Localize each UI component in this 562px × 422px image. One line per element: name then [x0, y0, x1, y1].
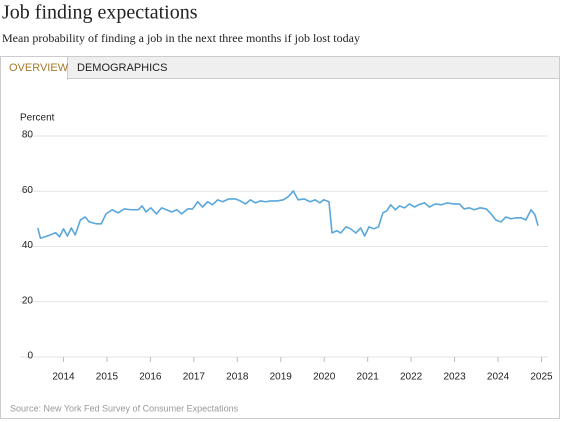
tab[interactable]: OVERVIEW — [9, 62, 69, 74]
x-tick-label: 2018 — [226, 372, 249, 383]
subtitle: Mean probability of finding a job in the… — [2, 31, 360, 45]
x-tick-label: 2019 — [270, 372, 293, 383]
x-tick-label: 2025 — [530, 372, 553, 383]
tab-join — [1, 78, 67, 80]
y-tick-label: 40 — [22, 240, 34, 251]
data-line — [37, 190, 539, 240]
tab[interactable]: DEMOGRAPHICS — [77, 62, 167, 74]
y-tick-label: 0 — [27, 351, 33, 362]
x-tick-label: 2016 — [139, 372, 162, 383]
y-tick-label: 20 — [22, 295, 34, 306]
title: Job finding expectations — [2, 2, 198, 24]
y-axis-label: Percent — [20, 113, 55, 124]
panel — [0, 56, 560, 419]
x-tick-label: 2023 — [443, 372, 466, 383]
x-tick-label: 2014 — [52, 372, 75, 383]
y-tick-label: 60 — [22, 185, 34, 196]
x-tick-label: 2015 — [96, 372, 119, 383]
source: Source: New York Fed Survey of Consumer … — [10, 403, 239, 413]
x-tick-label: 2024 — [487, 372, 510, 383]
x-tick-label: 2017 — [183, 372, 206, 383]
y-tick-label: 80 — [22, 130, 34, 141]
x-tick-label: 2021 — [357, 372, 380, 383]
x-tick-label: 2022 — [400, 372, 423, 383]
x-tick-label: 2020 — [313, 372, 336, 383]
